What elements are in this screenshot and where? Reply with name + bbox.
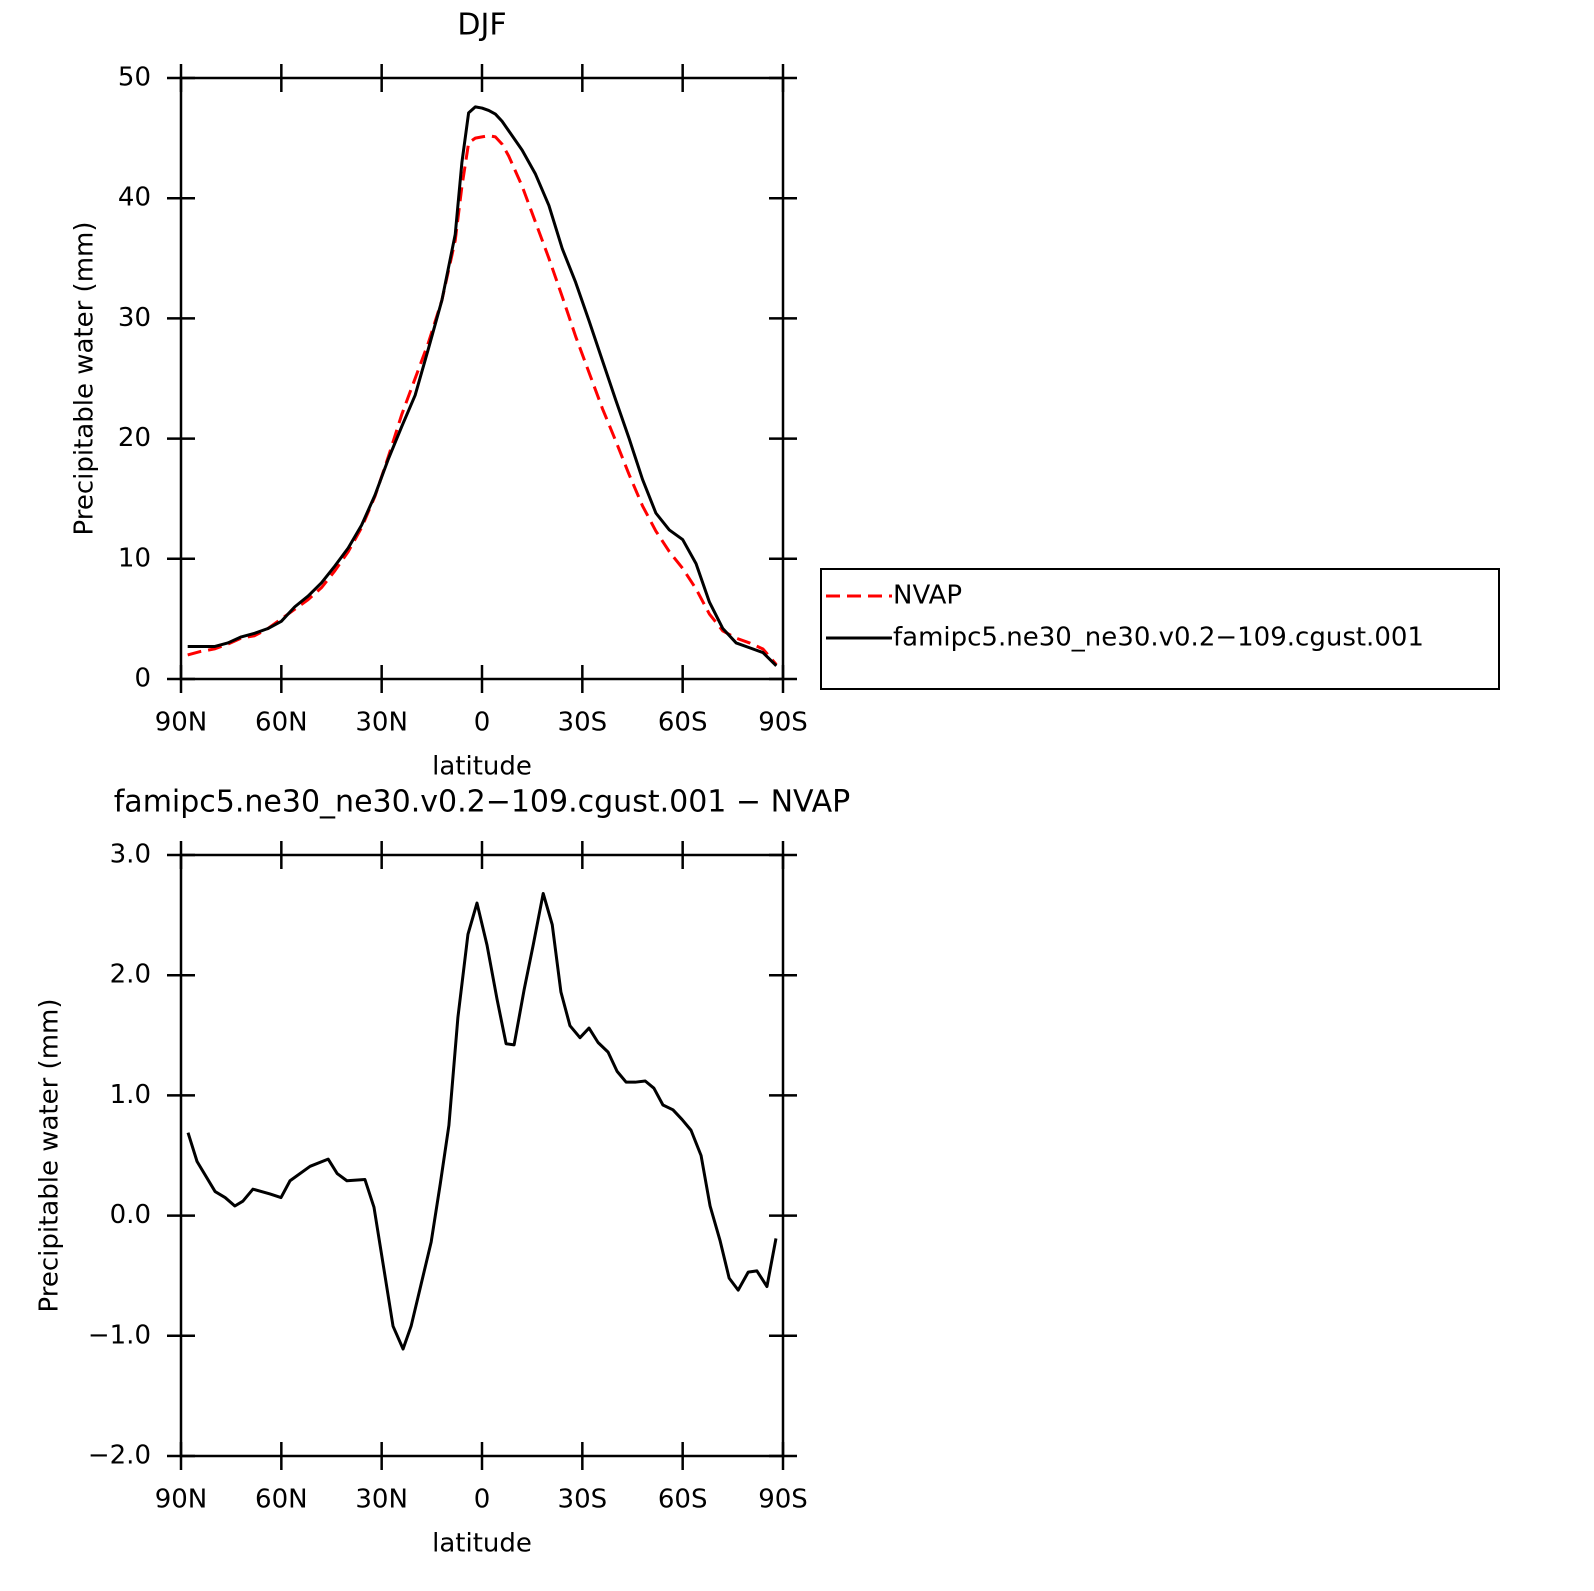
x-tick-label: 90S (758, 1485, 808, 1515)
x-tick-label: 30S (558, 708, 608, 738)
x-tick-label: 60N (255, 1485, 308, 1515)
x-tick-label: 90N (155, 708, 208, 738)
x-axis-label: latitude (432, 1529, 532, 1559)
chart-title: DJF (457, 8, 506, 43)
y-tick-label: −2.0 (88, 1441, 151, 1471)
legend-box (820, 568, 1500, 690)
y-tick-label: 3.0 (110, 840, 151, 870)
x-tick-label: 0 (474, 708, 491, 738)
y-tick-label: 20 (118, 423, 151, 453)
y-tick-label: 0 (134, 664, 151, 694)
legend-label: NVAP (893, 581, 962, 611)
y-tick-label: 50 (118, 63, 151, 93)
data-line (186, 891, 778, 1351)
x-tick-label: 0 (474, 1485, 491, 1515)
x-tick-label: 60S (658, 708, 708, 738)
y-tick-label: 10 (118, 543, 151, 573)
x-tick-label: 90S (758, 708, 808, 738)
data-line (187, 134, 778, 666)
y-tick-label: 40 (118, 183, 151, 213)
legend-label: famipc5.ne30_ne30.v0.2−109.cgust.001 (893, 623, 1424, 653)
x-tick-label: 30N (355, 1485, 408, 1515)
y-tick-label: 0.0 (110, 1200, 151, 1230)
data-line (187, 105, 778, 667)
x-tick-label: 30S (558, 1485, 608, 1515)
y-axis-label: Precipitable water (mm) (35, 999, 65, 1313)
y-tick-label: 2.0 (110, 960, 151, 990)
x-tick-label: 60N (255, 708, 308, 738)
x-tick-label: 60S (658, 1485, 708, 1515)
x-axis-label: latitude (432, 752, 532, 782)
x-tick-label: 30N (355, 708, 408, 738)
x-tick-label: 90N (155, 1485, 208, 1515)
chart-title: famipc5.ne30_ne30.v0.2−109.cgust.001 − N… (114, 785, 851, 820)
y-tick-label: 1.0 (110, 1080, 151, 1110)
plot-frame (179, 853, 785, 1458)
y-tick-label: −1.0 (88, 1320, 151, 1350)
plot-frame (179, 76, 785, 681)
y-axis-label: Precipitable water (mm) (70, 222, 100, 536)
y-tick-label: 30 (118, 303, 151, 333)
